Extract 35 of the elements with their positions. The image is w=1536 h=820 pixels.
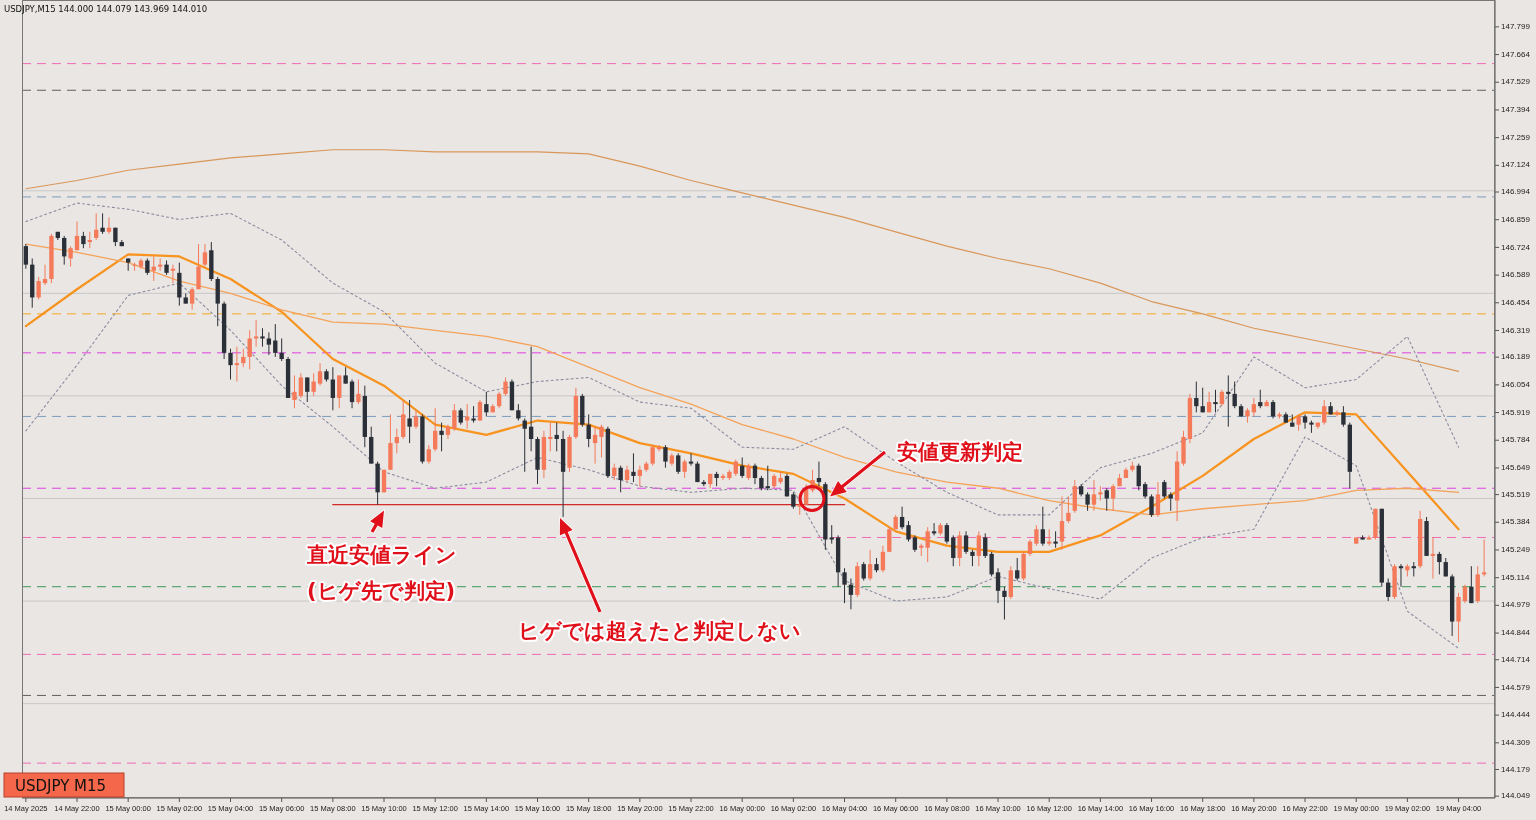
y-tick-label: 147.529 (1501, 77, 1531, 87)
y-tick-label: 146.994 (1501, 187, 1531, 197)
y-tick-label: 145.919 (1501, 407, 1531, 417)
y-tick-label: 146.189 (1501, 352, 1531, 362)
annotation: USDJPY,M15 144.000 144.079 143.969 144.010 (4, 4, 208, 14)
y-tick-label: 145.649 (1501, 463, 1531, 473)
y-tick-label: 147.124 (1501, 160, 1531, 170)
y-tick-label: 146.859 (1501, 214, 1531, 224)
y-tick-label: 144.179 (1501, 764, 1531, 774)
y-tick-label: 144.714 (1501, 654, 1531, 664)
annotation: USDJPY M15 (15, 777, 107, 795)
y-tick-label: 147.394 (1501, 105, 1531, 115)
y-tick-label: 144.049 (1501, 791, 1531, 801)
y-tick-label: 146.589 (1501, 270, 1531, 280)
y-tick-label: 145.114 (1501, 572, 1530, 582)
y-tick-label: 144.844 (1501, 628, 1531, 638)
y-tick-label: 145.784 (1501, 435, 1531, 445)
y-tick-label: 146.054 (1501, 379, 1531, 389)
y-tick-label: 147.664 (1501, 49, 1531, 59)
y-tick-label: 146.454 (1501, 297, 1531, 307)
y-tick-label: 146.724 (1501, 242, 1531, 252)
y-tick-label: 146.319 (1501, 325, 1531, 335)
y-tick-label: 145.249 (1501, 545, 1531, 555)
y-tick-label: 144.309 (1501, 737, 1531, 747)
y-tick-label: 144.579 (1501, 682, 1531, 692)
y-tick-label: 144.444 (1501, 710, 1531, 720)
y-tick-label: 147.259 (1501, 132, 1531, 142)
y-tick-label: 145.384 (1501, 517, 1531, 527)
annotation: ヒゲでは超えたと判定しない (518, 619, 801, 643)
line-series (25, 149, 1460, 372)
line-series (25, 282, 1460, 649)
y-tick-label: 144.979 (1501, 600, 1531, 610)
y-tick-label: 145.519 (1501, 489, 1531, 499)
annotation: 安値更新判定 (897, 440, 1023, 464)
y-tick-label: 147.799 (1501, 21, 1531, 31)
